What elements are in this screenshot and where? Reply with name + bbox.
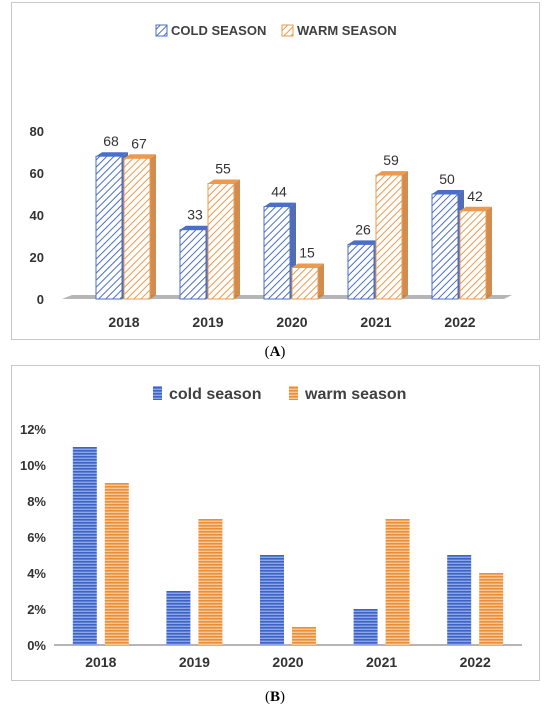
caption-a-letter: A [269, 344, 281, 360]
legend-label-cold-season: cold season [169, 386, 261, 403]
y-tick-label: 4% [27, 566, 46, 581]
chart-b-plot: 0% 2% 4% 6% 8% 10% 12% 2018 2019 2020 2021 2022 [20, 422, 522, 670]
bar-warm-2021 [385, 519, 410, 645]
legend-swatch-cold-season [155, 24, 168, 37]
bar-cold-2019 [179, 225, 212, 300]
x-tick-label: 2021 [360, 314, 391, 330]
bar-warm-2018 [104, 483, 129, 645]
bar-cold-2021 [353, 609, 378, 645]
bar-cold-2020 [263, 202, 296, 300]
bar-cold-2022 [447, 555, 472, 645]
data-label-warm-2019: 55 [215, 161, 231, 177]
y-tick-label: 10% [20, 458, 46, 473]
bar-warm-2019 [198, 519, 223, 645]
chart-b-panel: cold season warm season 0% 2% 4% 6% 8% 10% 12%… [11, 365, 540, 681]
bar-cold-2020 [260, 555, 284, 645]
chart-a-legend: COLD SEASON WARM SEASON [155, 23, 397, 38]
chart-b-legend: cold season warm season [153, 386, 406, 403]
chart-a-plot: 0 20 40 60 80 68 67 2018 33 55 2019 44 15 2020 26 59 202… [30, 124, 512, 330]
y-tick-label: 40 [30, 208, 44, 223]
bar-warm-2019 [207, 179, 240, 300]
x-tick-label: 2022 [444, 314, 475, 330]
y-tick-label: 2% [27, 602, 46, 617]
bar-cold-2018 [95, 152, 128, 300]
data-label-cold-2021: 26 [355, 221, 371, 237]
data-label-warm-2021: 59 [383, 152, 399, 168]
bar-warm-2021 [375, 171, 408, 300]
chart-a: COLD SEASON WARM SEASON 0 20 40 60 80 68 67 201… [30, 23, 512, 330]
legend-label-warm-season: WARM SEASON [297, 23, 397, 38]
data-label-cold-2019: 33 [187, 207, 203, 223]
x-tick-label: 2022 [460, 654, 491, 670]
chart-b: cold season warm season 0% 2% 4% 6% 8% 10% 12%… [20, 386, 522, 670]
bar-warm-2020 [292, 627, 316, 645]
data-label-cold-2020: 44 [271, 184, 287, 200]
legend-label-warm-season: warm season [304, 386, 406, 403]
y-tick-label: 0 [37, 292, 44, 307]
y-tick-label: 6% [27, 530, 46, 545]
legend-label-cold-season: COLD SEASON [171, 23, 266, 38]
bar-cold-2018 [72, 447, 97, 645]
x-tick-label: 2018 [108, 314, 139, 330]
bar-cold-2021 [347, 240, 380, 300]
data-label-cold-2018: 68 [103, 133, 119, 149]
legend-swatch-warm-season [289, 386, 298, 400]
bar-cold-2022 [431, 190, 464, 300]
x-tick-label: 2020 [272, 654, 303, 670]
x-tick-label: 2019 [192, 314, 223, 330]
y-tick-label: 12% [20, 422, 46, 437]
x-tick-label: 2020 [276, 314, 307, 330]
data-label-warm-2018: 67 [131, 135, 147, 151]
y-tick-label: 0% [27, 638, 46, 653]
y-tick-label: 20 [30, 250, 44, 265]
bar-warm-2022 [459, 206, 492, 300]
y-tick-label: 8% [27, 494, 46, 509]
bar-warm-2020 [291, 263, 324, 300]
data-label-cold-2022: 50 [439, 171, 455, 187]
data-label-warm-2022: 42 [467, 188, 483, 204]
x-tick-label: 2019 [179, 654, 210, 670]
bar-warm-2018 [123, 154, 156, 300]
caption-a: (A) [264, 344, 286, 360]
x-tick-label: 2021 [366, 654, 397, 670]
chart-a-panel: COLD SEASON WARM SEASON 0 20 40 60 80 68 67 201… [11, 2, 540, 340]
data-label-warm-2020: 15 [299, 245, 315, 261]
y-tick-label: 80 [30, 124, 44, 139]
bar-warm-2022 [479, 573, 504, 645]
x-tick-label: 2018 [85, 654, 116, 670]
y-tick-label: 60 [30, 166, 44, 181]
legend-swatch-warm-season [281, 24, 294, 37]
bar-cold-2019 [166, 591, 191, 645]
caption-b: (B) [264, 689, 285, 705]
caption-b-letter: B [269, 689, 280, 705]
legend-swatch-cold-season [153, 386, 162, 400]
